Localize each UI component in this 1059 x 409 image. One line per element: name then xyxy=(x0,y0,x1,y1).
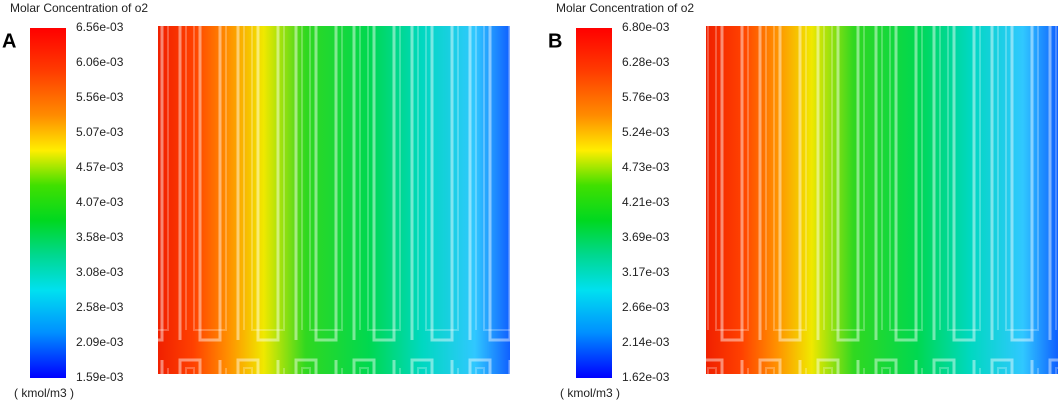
colorbar-tick-label: 2.58e-03 xyxy=(76,300,124,314)
colorbar-tick-label: 2.14e-03 xyxy=(622,335,670,349)
colorbar-tick-label: 1.62e-03 xyxy=(622,370,670,384)
colorbar-tick-label: 1.59e-03 xyxy=(76,370,124,384)
colorbar-title: Molar Concentration of o2 xyxy=(10,1,148,15)
panel: Molar Concentration of o2 B 6.80e-03 6.28e-… xyxy=(548,1,1058,400)
colorbar-tick-label: 4.57e-03 xyxy=(76,160,124,174)
colorbar-tick-label: 5.76e-03 xyxy=(622,90,670,104)
colorbar-tick-label: 5.07e-03 xyxy=(76,125,124,139)
colorbar-title: Molar Concentration of o2 xyxy=(556,1,694,15)
colorbar-tick-label: 3.58e-03 xyxy=(76,230,124,244)
colorbar-tick-label: 5.56e-03 xyxy=(76,90,124,104)
colorbar-tick-label: 6.06e-03 xyxy=(76,55,124,69)
colorbar xyxy=(30,28,66,378)
panel: Molar Concentration of o2 A 6.56e-03 6.06e-… xyxy=(2,1,510,400)
colorbar-unit: ( kmol/m3 ) xyxy=(560,386,620,400)
colorbar-unit: ( kmol/m3 ) xyxy=(14,386,74,400)
colorbar-tick-label: 2.09e-03 xyxy=(76,335,124,349)
colorbar-tick-label: 4.07e-03 xyxy=(76,195,124,209)
colorbar-tick-label: 3.69e-03 xyxy=(622,230,670,244)
colorbar-tick-label: 6.80e-03 xyxy=(622,20,670,34)
panels: Molar Concentration of o2 A 6.56e-03 6.06e-… xyxy=(2,1,1058,400)
colorbar xyxy=(576,28,612,378)
colorbar-tick-label: 3.17e-03 xyxy=(622,265,670,279)
flow-channels xyxy=(706,26,1058,374)
flow-channels xyxy=(158,26,510,374)
colorbar-tick-label: 4.21e-03 xyxy=(622,195,670,209)
colorbar-tick-label: 2.66e-03 xyxy=(622,300,670,314)
colorbar-tick-label: 4.73e-03 xyxy=(622,160,670,174)
panel-letter: A xyxy=(2,30,16,52)
panel-letter: B xyxy=(548,30,562,52)
colorbar-tick-label: 3.08e-03 xyxy=(76,265,124,279)
colorbar-tick-label: 5.24e-03 xyxy=(622,125,670,139)
colorbar-tick-label: 6.56e-03 xyxy=(76,20,124,34)
colorbar-tick-label: 6.28e-03 xyxy=(622,55,670,69)
